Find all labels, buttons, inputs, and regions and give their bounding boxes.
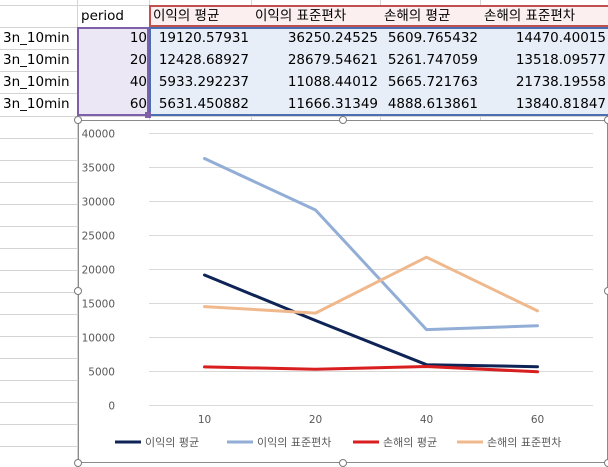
chart-resize-handle-left[interactable] [74,287,82,295]
cell-value[interactable]: 13840.81847 [515,96,606,112]
chart-resize-handle-bottom-left[interactable] [74,459,82,467]
cell-period[interactable]: 20 [129,52,147,68]
x-tick-label: 10 [198,414,211,426]
cell-period[interactable]: 40 [129,74,147,90]
cell-header-profit-mean[interactable]: 이익의 평균 [153,8,220,24]
cell-label[interactable]: 3n_10min [3,96,70,112]
line-chart[interactable]: 0 5000 10000 15000 20000 25000 30000 35000 40000… [78,120,608,463]
chart-resize-handle-top-left[interactable] [74,116,82,124]
header-range-highlight [149,5,608,27]
y-tick-label: 25000 [82,231,115,243]
period-range-fill-handle[interactable] [145,112,151,118]
y-tick-label: 20000 [82,265,115,277]
legend-label: 이익의 표준편차 [257,436,331,449]
y-tick-label: 10000 [82,333,115,345]
chart-resize-handle-bottom-right[interactable] [604,459,608,467]
cell-header-loss-std[interactable]: 손해의 표준편차 [484,8,576,24]
period-range-highlight [77,27,149,116]
y-tick-label: 0 [108,401,115,413]
cell-value[interactable]: 11666.31349 [287,96,378,112]
cell-period[interactable]: 60 [129,96,147,112]
y-tick-label: 5000 [88,367,115,379]
cell-value[interactable]: 21738.19558 [515,74,606,90]
series-line [203,273,539,369]
y-tick-label: 30000 [82,197,115,209]
cell-value[interactable]: 5261.747059 [387,52,478,68]
cell-value[interactable]: 5609.765432 [387,30,478,46]
cell-header-loss-mean[interactable]: 손해의 평균 [384,8,451,24]
cell-value[interactable]: 4888.613861 [387,96,478,112]
chart-resize-handle-bottom[interactable] [339,459,347,467]
chart-plot: 0 5000 10000 15000 20000 25000 30000 35000 40000… [82,129,593,449]
chart-resize-handle-top-right[interactable] [604,116,608,124]
series-line [203,255,539,315]
cell-label[interactable]: 3n_10min [3,52,70,68]
cell-value[interactable]: 19120.57931 [158,30,249,46]
values-range-highlight [149,27,608,116]
chart-resize-handle-top[interactable] [339,116,347,124]
x-tick-label: 60 [531,414,544,426]
legend-label: 손해의 평균 [383,435,437,449]
cell-label[interactable]: 3n_10min [3,30,70,46]
cell-value[interactable]: 36250.24525 [287,30,378,46]
legend-label: 손해의 표준편차 [487,435,561,449]
series-line [203,157,539,332]
legend-label: 이익의 평균 [145,436,199,449]
x-tick-label: 20 [309,414,322,426]
cell-value[interactable]: 28679.54621 [287,52,378,68]
chart-resize-handle-right[interactable] [604,287,608,295]
cell-value[interactable]: 5665.721763 [387,74,478,90]
y-tick-label: 40000 [82,129,115,141]
y-tick-label: 15000 [82,299,115,311]
y-tick-label: 35000 [82,163,115,175]
cell-value[interactable]: 13518.09577 [515,52,606,68]
cell-value[interactable]: 5631.450882 [158,96,249,112]
cell-period[interactable]: 10 [129,30,147,46]
cell-header-profit-std[interactable]: 이익의 표준편차 [255,8,347,24]
cell-label[interactable]: 3n_10min [3,74,70,90]
cell-value[interactable]: 5933.292237 [158,74,249,90]
cell-value[interactable]: 12428.68927 [158,52,249,68]
series-line [203,365,539,374]
cell-value[interactable]: 11088.44012 [287,74,378,90]
x-tick-label: 40 [420,414,433,426]
cell-header-period[interactable]: period [81,8,125,24]
cell-value[interactable]: 14470.40015 [515,30,606,46]
